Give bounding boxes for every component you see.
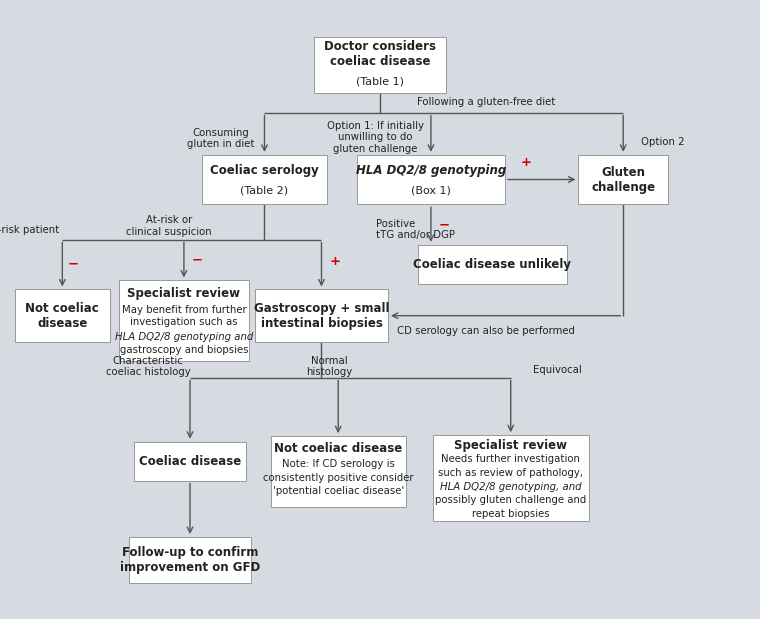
Text: Doctor considers
coeliac disease: Doctor considers coeliac disease [324,40,436,68]
Text: Option 1: If initially
unwilling to do
gluten challenge: Option 1: If initially unwilling to do g… [327,121,424,154]
Text: +: + [521,155,532,169]
FancyBboxPatch shape [255,289,388,342]
Text: Normal
histology: Normal histology [306,356,352,377]
Text: CD serology can also be performed: CD serology can also be performed [397,326,575,336]
Text: HLA DQ2/8 genotyping: HLA DQ2/8 genotyping [356,163,506,177]
FancyBboxPatch shape [433,435,588,521]
Text: At-risk or
clinical suspicion: At-risk or clinical suspicion [126,215,211,236]
FancyBboxPatch shape [119,280,249,361]
Text: Coeliac disease unlikely: Coeliac disease unlikely [413,258,572,271]
Text: 'potential coeliac disease': 'potential coeliac disease' [273,487,404,496]
Text: Low-risk patient: Low-risk patient [0,225,59,235]
Text: HLA DQ2/8 genotyping and: HLA DQ2/8 genotyping and [115,332,253,342]
Text: +: + [330,255,340,268]
Text: Specialist review: Specialist review [128,287,240,300]
Text: (Table 1): (Table 1) [356,76,404,86]
Text: Consuming
gluten in diet: Consuming gluten in diet [187,128,254,149]
Text: possibly gluten challenge and: possibly gluten challenge and [435,495,587,505]
FancyBboxPatch shape [201,155,327,204]
FancyBboxPatch shape [271,436,406,508]
Text: Needs further investigation: Needs further investigation [442,454,580,464]
FancyBboxPatch shape [313,37,446,93]
Text: Option 2: Option 2 [641,137,685,147]
Text: gastroscopy and biopsies: gastroscopy and biopsies [119,345,249,355]
Text: (Box 1): (Box 1) [411,186,451,196]
Text: (Table 2): (Table 2) [240,186,289,196]
FancyBboxPatch shape [418,245,567,284]
Text: such as review of pathology,: such as review of pathology, [439,468,583,478]
Text: investigation such as: investigation such as [130,318,238,327]
Text: Note: If CD serology is: Note: If CD serology is [282,459,394,469]
FancyBboxPatch shape [578,155,668,204]
Text: −: − [192,253,203,267]
Text: Not coeliac disease: Not coeliac disease [274,441,402,455]
Text: Follow-up to confirm
improvement on GFD: Follow-up to confirm improvement on GFD [120,546,260,574]
Text: Equivocal: Equivocal [534,365,582,375]
FancyBboxPatch shape [134,442,246,480]
Text: Specialist review: Specialist review [454,438,567,452]
Text: consistently positive consider: consistently positive consider [263,473,413,483]
Text: HLA DQ2/8 genotyping, and: HLA DQ2/8 genotyping, and [440,482,581,491]
FancyBboxPatch shape [15,289,110,342]
Text: −: − [68,258,78,271]
Text: Characteristic
coeliac histology: Characteristic coeliac histology [106,356,191,377]
Text: Not coeliac
disease: Not coeliac disease [25,301,100,330]
FancyBboxPatch shape [356,155,505,204]
Text: Coeliac serology: Coeliac serology [210,163,319,177]
Text: Gastroscopy + small
intestinal biopsies: Gastroscopy + small intestinal biopsies [254,301,389,330]
Text: repeat biopsies: repeat biopsies [472,509,549,519]
Text: −: − [439,218,450,231]
Text: Coeliac disease: Coeliac disease [139,454,241,468]
Text: Gluten
challenge: Gluten challenge [591,165,655,194]
FancyBboxPatch shape [129,537,251,583]
Text: Positive
tTG and/or DGP: Positive tTG and/or DGP [376,219,455,240]
Text: Following a gluten-free diet: Following a gluten-free diet [417,97,556,106]
Text: May benefit from further: May benefit from further [122,305,246,315]
